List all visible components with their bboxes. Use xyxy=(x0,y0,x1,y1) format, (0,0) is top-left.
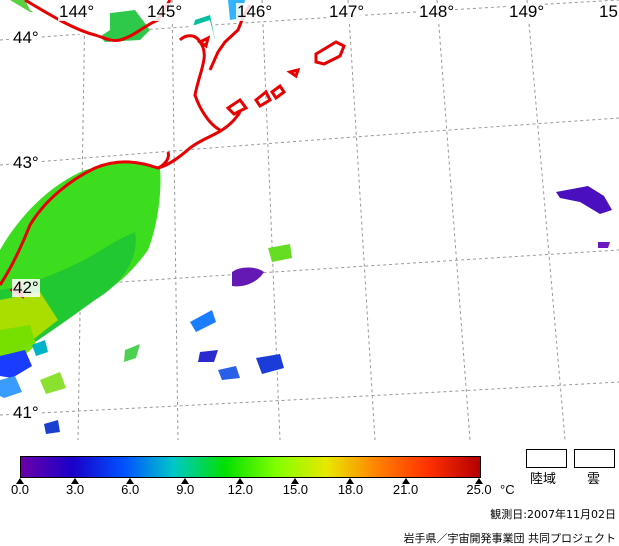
land-legend-swatch xyxy=(526,449,567,468)
colorbar-tick xyxy=(291,478,300,484)
coast-hokkaido-east xyxy=(0,111,242,286)
colorbar-unit: °C xyxy=(500,482,515,497)
sst-patch-blue xyxy=(32,340,48,356)
colorbar-tick-label: 6.0 xyxy=(121,482,140,497)
credit-text: 岩手県／宇宙開発事業団 共同プロジェクト xyxy=(403,532,617,545)
graticule-line xyxy=(0,381,619,416)
longitude-label: 148° xyxy=(418,2,456,21)
colorbar-tick xyxy=(126,478,135,484)
colorbar-tick-label: 3.0 xyxy=(66,482,85,497)
colorbar-tick-label: 18.0 xyxy=(337,482,364,497)
colorbar-tick-label: 21.0 xyxy=(392,482,419,497)
latitude-label: 44° xyxy=(12,28,40,47)
sst-patch-blue xyxy=(0,350,32,378)
colorbar-tick xyxy=(236,478,245,484)
coast-shikotan xyxy=(225,97,249,116)
sst-patch-blue xyxy=(198,350,218,362)
observation-date: 観測日:2007年11月02日 xyxy=(490,508,616,521)
latitude-label: 41° xyxy=(12,403,40,422)
map-canvas xyxy=(0,0,619,440)
colorbar-tick xyxy=(16,478,24,484)
sst-patch-blue xyxy=(218,366,240,380)
sst-patch-blue xyxy=(256,354,284,374)
sst-patch-small xyxy=(40,372,66,394)
graticule-line xyxy=(347,0,376,440)
colorbar-tick-label: 0.0 xyxy=(10,482,30,497)
sst-data xyxy=(0,0,612,434)
sst-patch-purple xyxy=(232,267,264,287)
sst-patch-small xyxy=(124,344,140,362)
longitude-label: 146° xyxy=(236,2,274,21)
graticule-line xyxy=(261,0,281,440)
colorbar-tick-label: 25.0 xyxy=(466,482,492,497)
coast-island-small xyxy=(286,67,301,79)
graticule-line xyxy=(77,0,86,440)
graticule-line xyxy=(436,0,471,440)
colorbar-tick-label: 9.0 xyxy=(176,482,195,497)
colorbar-tick xyxy=(346,478,355,484)
colorbar-tick xyxy=(475,478,483,484)
graticule-line xyxy=(526,0,566,440)
sst-patch-east xyxy=(556,186,612,214)
temperature-colorbar xyxy=(20,456,481,478)
longitude-label: 15 xyxy=(598,2,619,21)
latitude-label: 42° xyxy=(12,278,40,297)
coastline xyxy=(0,0,346,299)
land-legend-label: 陸域 xyxy=(530,472,557,487)
coast-island-small xyxy=(197,35,211,49)
longitude-label: 147° xyxy=(328,2,366,21)
colorbar-tick xyxy=(401,478,410,484)
longitude-label: 149° xyxy=(508,2,546,21)
kunashiri-land xyxy=(175,20,220,75)
longitude-label: 144° xyxy=(58,2,96,21)
sst-patch-east xyxy=(598,242,610,248)
sst-patch-small xyxy=(44,420,60,434)
coast-kunashiri xyxy=(178,34,221,132)
cloud-legend-swatch xyxy=(574,449,615,468)
latitude-label: 43° xyxy=(12,153,40,172)
sst-patch-blue xyxy=(190,310,216,332)
colorbar-tick-label: 15.0 xyxy=(282,482,309,497)
graticule-line xyxy=(171,0,179,440)
longitude-label: 145° xyxy=(146,2,184,21)
graticule-line xyxy=(0,117,619,166)
sst-patch-small xyxy=(0,376,22,398)
colorbar-tick xyxy=(71,478,80,484)
cloud-legend-label: 雲 xyxy=(587,472,601,487)
coast-habomai xyxy=(253,89,272,109)
coast-habomai xyxy=(269,83,287,101)
sst-map: 144° 145° 146° 147° 148° 149° 15 44° 43°… xyxy=(0,0,619,440)
colorbar-tick xyxy=(181,478,190,484)
colorbar-tick-label: 12.0 xyxy=(227,482,253,497)
sst-patch-green xyxy=(268,244,292,262)
coast-island-east xyxy=(314,40,346,66)
